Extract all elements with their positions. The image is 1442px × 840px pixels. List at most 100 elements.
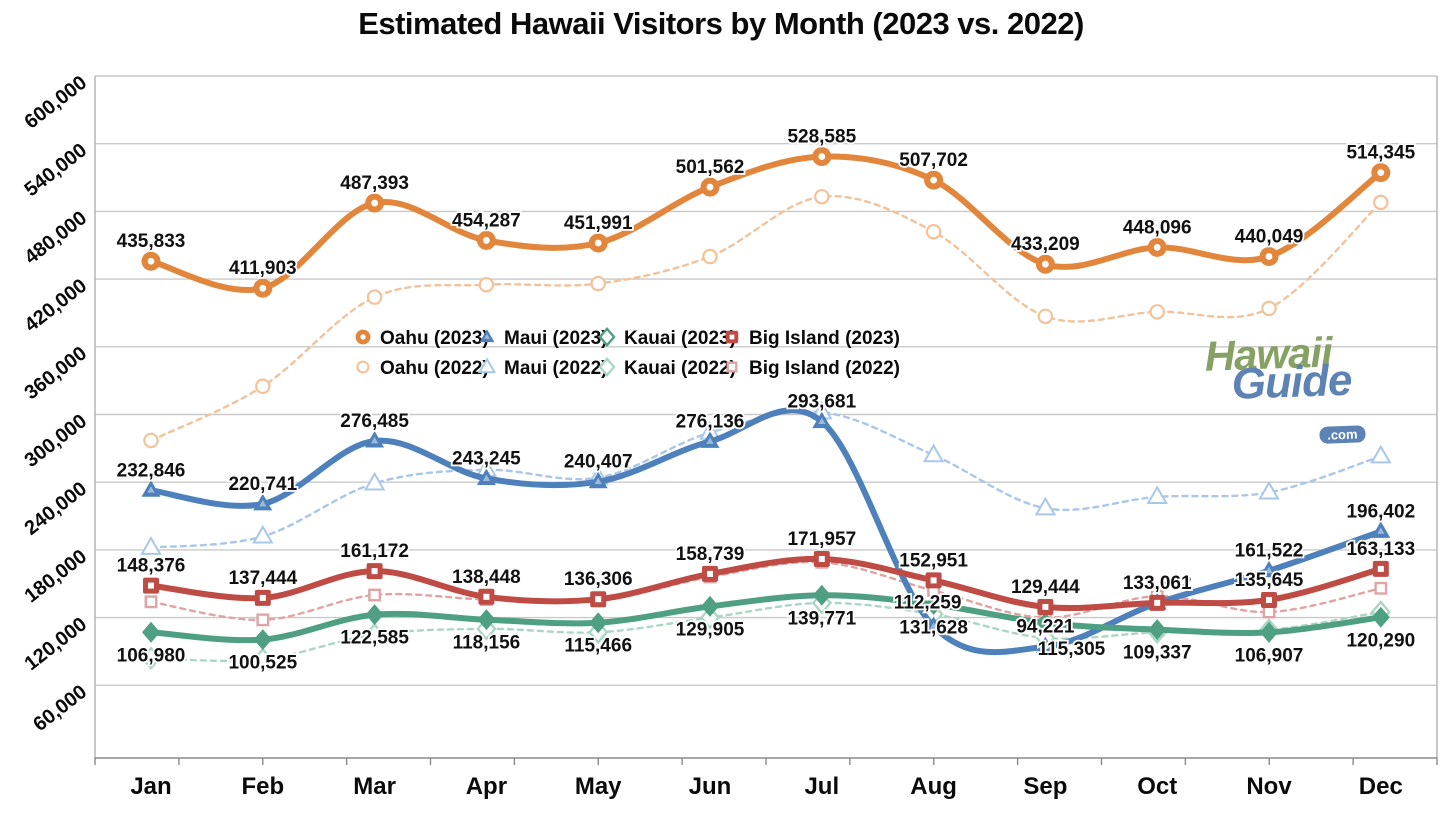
marker-maui-2023-may-center: [594, 477, 602, 485]
x-axis-month-label: Dec: [1359, 773, 1403, 800]
marker-maui-2023-dec-center: [1377, 527, 1385, 534]
marker-maui-2023-nov: [1259, 560, 1279, 578]
data-label-oahu-2023-aug: 507,702: [899, 150, 968, 171]
marker-big-island-2022-jan: [144, 595, 158, 609]
marker-maui-2023-apr: [476, 468, 496, 486]
marker-big-island-2023-jun-center: [707, 570, 713, 577]
data-label-kauai-2023-jul: 139,771: [787, 608, 856, 629]
marker-big-island-2023-nov-center: [1266, 596, 1272, 603]
marker-big-island-2022-feb: [256, 613, 270, 627]
legend-item-oahu-2023-marker-center: [360, 334, 366, 340]
data-label-maui-2023-jan: 232,846: [117, 460, 186, 481]
marker-kauai-2023-dec: [1371, 606, 1390, 628]
data-label-kauai-2023-jun: 129,905: [676, 619, 745, 640]
marker-maui-2023-nov-center: [1265, 566, 1273, 574]
marker-maui-2023-jul-center: [818, 417, 826, 425]
data-label-big-island-2023-dec: 163,133: [1346, 539, 1415, 560]
marker-kauai-2023-jul: [812, 584, 831, 606]
legend-item-kauai-2022-marker: [598, 356, 616, 378]
marker-maui-2023-aug-center: [930, 622, 938, 629]
data-label-kauai-2023-nov: 106,907: [1235, 645, 1304, 666]
data-label-big-island-2023-jun: 158,739: [676, 544, 745, 565]
x-axis-month-label: Aug: [910, 773, 957, 800]
data-label-kauai-2023-may: 115,466: [564, 636, 632, 657]
marker-kauai-2023-aug: [924, 593, 943, 615]
data-label-big-island-2023-oct: 133,061: [1123, 573, 1192, 594]
x-axis-month-label: May: [575, 773, 622, 800]
legend-item-oahu-2022-label: Oahu (2022): [380, 358, 489, 379]
legend-item-kauai-2023-label: Kauai (2023): [624, 328, 736, 349]
legend-item-maui-2022-marker: [477, 357, 497, 374]
marker-oahu-2022-may: [590, 275, 606, 292]
marker-big-island-2023-oct-center: [1154, 599, 1161, 606]
marker-maui-2023-apr-center: [482, 474, 490, 481]
marker-oahu-2023-oct-center: [1153, 243, 1161, 251]
marker-big-island-2022-nov: [1262, 605, 1276, 619]
data-label-kauai-2023-jan: 106,980: [117, 645, 186, 666]
marker-maui-2022-nov: [1258, 480, 1280, 500]
marker-oahu-2022-jan: [143, 432, 159, 449]
marker-big-island-2023-sep-center: [1042, 603, 1049, 610]
marker-maui-2023-may: [588, 471, 608, 489]
data-label-oahu-2023-feb: 411,903: [229, 258, 297, 279]
data-label-oahu-2023-jul: 528,585: [787, 127, 856, 148]
data-label-kauai-2023-apr: 118,156: [453, 633, 521, 654]
marker-oahu-2022-dec: [1373, 194, 1389, 211]
marker-maui-2023-mar: [365, 431, 385, 448]
legend-item-maui-2022-label: Maui (2022): [504, 358, 607, 379]
marker-maui-2023-dec: [1371, 521, 1391, 538]
legend-item-oahu-2023-label: Oahu (2023): [380, 328, 489, 349]
marker-oahu-2022-mar: [366, 289, 383, 305]
legend-item-big-island-2022-marker: [726, 361, 738, 373]
data-label-oahu-2023-sep: 433,209: [1011, 234, 1080, 255]
legend-item-kauai-2023-marker: [598, 326, 616, 348]
marker-maui-2023-mar-center: [371, 437, 379, 444]
marker-maui-2022-aug: [922, 443, 945, 463]
legend-item-big-island-2022-label: Big Island (2022): [749, 358, 900, 379]
y-axis-tick-label: 300,000: [21, 410, 92, 472]
marker-maui-2023-jan: [141, 480, 161, 497]
data-label-kauai-2023-oct: 109,337: [1123, 643, 1192, 664]
data-label-maui-2023-nov: 161,522: [1235, 541, 1304, 562]
data-label-kauai-2023-dec: 120,290: [1346, 630, 1415, 651]
marker-maui-2022-dec: [1370, 444, 1392, 464]
data-label-oahu-2023-nov: 440,049: [1235, 226, 1304, 247]
data-label-maui-2023-aug: 112,259: [894, 592, 962, 613]
marker-oahu-2023-jan-center: [147, 257, 155, 265]
marker-maui-2022-oct: [1146, 485, 1168, 505]
data-label-big-island-2023-mar: 161,172: [340, 541, 409, 562]
marker-kauai-2023-apr: [477, 609, 496, 631]
marker-big-island-2023-dec-center: [1377, 565, 1384, 572]
data-label-big-island-2023-sep: 129,444: [1011, 577, 1080, 598]
data-label-oahu-2023-may: 451,991: [564, 213, 633, 234]
data-label-kauai-2023-aug: 131,628: [899, 617, 968, 638]
data-label-big-island-2023-jan: 148,376: [117, 556, 186, 577]
data-label-kauai-2023-mar: 122,585: [340, 628, 409, 649]
marker-kauai-2022-mar: [364, 622, 385, 647]
data-label-oahu-2023-oct: 448,096: [1123, 217, 1192, 238]
data-label-maui-2023-dec: 196,402: [1346, 501, 1415, 522]
marker-big-island-2022-mar: [368, 588, 382, 602]
series-line-maui-2022: [149, 410, 1382, 549]
marker-oahu-2022-nov: [1261, 300, 1277, 317]
data-label-maui-2023-feb: 220,741: [228, 474, 297, 495]
data-label-oahu-2023-jun: 501,562: [676, 157, 745, 178]
marker-oahu-2023-may-center: [594, 239, 602, 247]
marker-oahu-2023-jun-center: [706, 183, 714, 191]
legend-item-maui-2023-marker-center: [484, 333, 490, 339]
data-label-oahu-2023-apr: 454,287: [452, 210, 521, 231]
marker-maui-2023-jun: [700, 431, 720, 448]
x-axis-month-label: Sep: [1023, 773, 1067, 800]
marker-big-island-2023-apr-center: [483, 593, 490, 600]
marker-oahu-2023-apr-center: [483, 237, 490, 244]
marker-oahu-2022-jun: [702, 248, 718, 265]
marker-kauai-2023-sep: [1036, 612, 1055, 634]
data-label-big-island-2023-may: 136,306: [564, 569, 633, 590]
marker-oahu-2022-apr: [478, 276, 495, 293]
legend-item-maui-2023-marker: [479, 329, 495, 343]
series-line-maui-2023: [148, 407, 1384, 656]
marker-oahu-2022-jul: [814, 188, 830, 205]
y-axis-tick-label: 240,000: [21, 478, 92, 540]
marker-big-island-2023-feb-center: [259, 594, 266, 601]
